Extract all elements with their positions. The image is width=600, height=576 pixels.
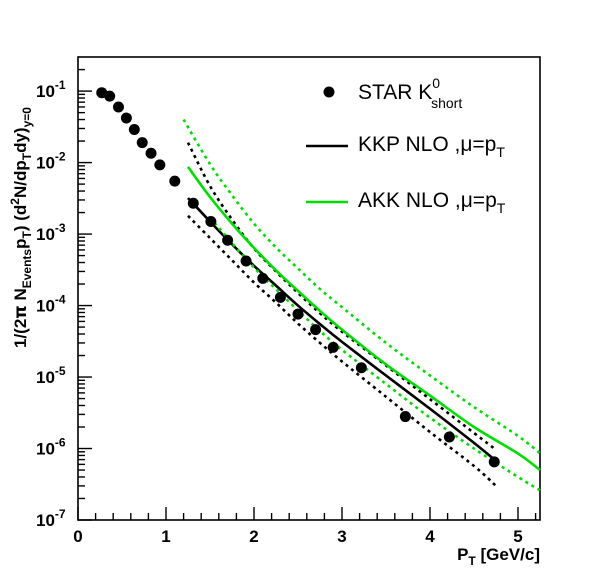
y-axis-title: 1/(2π NEventspT) (d2N/dpTdy)y=0 xyxy=(8,107,34,348)
legend-marker-star xyxy=(323,86,335,98)
y-tick-label: 10-7 xyxy=(36,507,66,530)
data-point xyxy=(154,159,166,171)
data-point xyxy=(112,101,124,113)
data-point xyxy=(488,456,500,468)
x-tick-label: 0 xyxy=(73,527,82,546)
data-point xyxy=(205,215,217,227)
data-point xyxy=(222,234,234,246)
series-curve xyxy=(209,216,541,492)
data-point xyxy=(399,411,411,423)
y-axis-ticks: 10-7 10-6 10-5 10-4 10-3 10-2 10-1 xyxy=(36,68,92,530)
data-point xyxy=(274,291,286,303)
series-curve xyxy=(187,214,497,487)
data-point xyxy=(169,175,181,187)
data-point xyxy=(443,431,455,443)
data-point xyxy=(104,90,116,102)
series-curve xyxy=(186,166,541,472)
x-tick-label: 2 xyxy=(249,527,258,546)
data-point xyxy=(145,147,157,159)
data-point xyxy=(292,308,304,320)
data-points xyxy=(96,87,500,468)
data-point xyxy=(257,272,269,284)
x-tick-label: 1 xyxy=(161,527,170,546)
y-tick-label: 10-6 xyxy=(36,436,66,459)
legend-label-star: STAR K0 short xyxy=(358,75,462,111)
data-point xyxy=(240,255,252,267)
data-point xyxy=(187,197,199,209)
x-axis-title: PT [GeV/c] xyxy=(457,545,540,568)
x-tick-label: 4 xyxy=(425,527,435,546)
x-tick-label: 3 xyxy=(337,527,346,546)
data-point xyxy=(136,137,148,149)
plot-frame xyxy=(77,56,541,521)
series-curve xyxy=(186,142,497,451)
y-tick-label: 10-4 xyxy=(36,293,66,316)
data-point xyxy=(355,362,367,374)
y-tick-label: 10-5 xyxy=(36,364,66,387)
y-tick-label: 10-2 xyxy=(36,150,66,173)
data-point xyxy=(327,341,339,353)
data-point xyxy=(120,112,132,124)
series-curve xyxy=(182,118,541,455)
y-tick-label: 10-3 xyxy=(36,221,66,244)
legend-label-akk: AKK NLO ,μ=pT xyxy=(358,189,506,216)
legend-label-kkp: KKP NLO ,μ=pT xyxy=(358,133,505,160)
x-tick-label: 5 xyxy=(513,527,522,546)
data-point xyxy=(310,324,322,336)
data-point xyxy=(128,124,140,136)
x-axis-ticks: 0 1 2 3 4 5 xyxy=(73,507,537,546)
legend: STAR K0 short KKP NLO ,μ=pT AKK NLO ,μ=pT xyxy=(306,75,506,216)
y-tick-label: 10-1 xyxy=(36,78,66,101)
